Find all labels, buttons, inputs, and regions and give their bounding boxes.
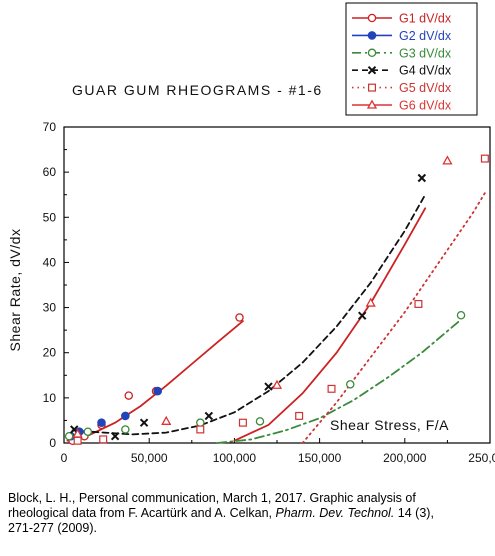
- data-point: [264, 382, 273, 391]
- x-axis-label: Shear Stress, F/A: [330, 417, 449, 433]
- data-markers: [64, 154, 489, 445]
- legend-label: G4 dV/dx: [399, 64, 452, 78]
- data-point: [124, 391, 134, 400]
- y-tick-label: 40: [43, 255, 57, 269]
- data-point: [480, 154, 489, 163]
- figure-caption: Block, L. H., Personal communication, Ma…: [8, 491, 488, 536]
- data-point: [72, 428, 83, 438]
- data-point: [271, 379, 283, 389]
- y-tick-label: 0: [49, 436, 56, 450]
- data-point: [153, 386, 163, 396]
- data-point: [456, 310, 466, 320]
- y-tick-label: 60: [43, 165, 57, 179]
- data-point: [196, 425, 205, 434]
- caption-journal: Pharm. Dev. Technol.: [275, 506, 395, 520]
- y-tick-label: 20: [43, 346, 57, 360]
- legend-marker: [366, 99, 378, 109]
- fit-curves: [66, 189, 488, 444]
- data-point: [365, 297, 376, 307]
- data-point: [196, 418, 205, 427]
- fit-curve: [66, 320, 244, 442]
- legend-marker: [367, 31, 377, 40]
- axis-ticks: 0 50,000 100,000 150,000 200,000 250,000 0 10 20…: [43, 120, 495, 465]
- x-tick-label: 100,000: [213, 451, 257, 465]
- y-axis-label: Shear Rate, dV/dx: [7, 229, 23, 352]
- fit-curve: [233, 207, 427, 442]
- data-point: [64, 431, 74, 441]
- y-tick-label: 30: [43, 301, 57, 315]
- fit-curve: [71, 193, 427, 436]
- data-point: [235, 313, 244, 322]
- y-tick-label: 70: [43, 120, 57, 134]
- data-point: [346, 380, 355, 389]
- legend-marker: [368, 83, 377, 92]
- legend-label: G1 dV/dx: [399, 12, 452, 26]
- data-point: [295, 411, 304, 420]
- legend-label: G5 dV/dx: [399, 81, 452, 95]
- data-point: [414, 299, 423, 308]
- data-point: [204, 411, 214, 421]
- data-point: [255, 417, 265, 426]
- legend-marker: [367, 65, 377, 75]
- data-point: [357, 311, 367, 320]
- data-point: [442, 155, 453, 165]
- caption-line-1: Block, L. H., Personal communication, Ma…: [8, 491, 416, 505]
- data-point: [121, 411, 130, 421]
- rheogram-chart: GUAR GUM RHEOGRAMS - #1-6 Shear Rate, dV…: [7, 2, 495, 465]
- y-tick-label: 50: [43, 210, 57, 224]
- x-tick-label: 150,000: [298, 451, 342, 465]
- x-tick-label: 200,000: [383, 451, 427, 465]
- y-tick-label: 10: [43, 391, 57, 405]
- legend-label: G3 dV/dx: [399, 46, 452, 60]
- fit-curve: [216, 320, 461, 444]
- x-tick-label: 0: [61, 451, 68, 465]
- caption-volume: 14 (3),: [394, 506, 434, 520]
- data-point: [110, 432, 120, 441]
- x-tick-label: 250,000: [468, 451, 495, 465]
- data-point: [161, 415, 172, 425]
- fit-curve: [301, 189, 488, 444]
- data-point: [97, 418, 106, 427]
- data-point: [121, 425, 130, 434]
- data-point: [83, 427, 93, 436]
- data-point: [327, 384, 336, 393]
- legend-label: G6 dV/dx: [399, 99, 452, 113]
- data-point: [99, 435, 108, 444]
- data-point: [139, 418, 149, 427]
- x-tick-label: 50,000: [131, 451, 168, 465]
- legend-box: [345, 2, 478, 116]
- data-point: [417, 173, 427, 183]
- caption-line-2: rheological data from F. Acartürk and A.…: [8, 506, 276, 520]
- legend: G1 dV/dx G2 dV/dx G3 dV/dx G4 dV/dx G5 dV/dx…: [345, 2, 478, 116]
- chart-title: GUAR GUM RHEOGRAMS - #1-6: [72, 82, 323, 98]
- data-point: [238, 418, 247, 427]
- legend-marker: [367, 13, 377, 23]
- data-point: [73, 436, 82, 445]
- caption-line-3: 271-277 (2009).: [8, 521, 97, 535]
- legend-marker: [367, 48, 377, 58]
- legend-label: G2 dV/dx: [399, 29, 452, 43]
